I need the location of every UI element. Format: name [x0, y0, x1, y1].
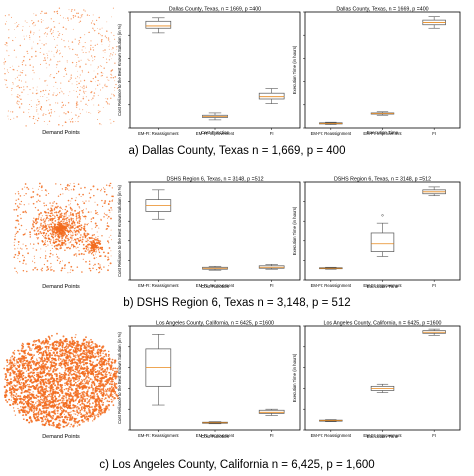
map-label: Demand Points — [42, 130, 80, 136]
row-1: Demand Points DSHS Region 6, Texas, n = 3… — [13, 177, 461, 290]
x-tick-label: EM-FI: Improvement — [196, 283, 235, 288]
x-tick-label: EM-FI: Improvement — [363, 433, 402, 438]
y-axis-label: Cost Reliance to the Best Known Solution… — [117, 331, 122, 424]
x-tick-label: EM-FI: Reassignment — [311, 433, 352, 438]
y-axis-label: Cost Reliance to the Best Known Solution… — [117, 23, 122, 116]
panel-title: DSHS Region 6, Texas, n = 3148, p =512 — [334, 177, 431, 183]
caption-c: c) Los Angeles County, California n = 6,… — [99, 459, 375, 471]
y-axis-label: Execution Time (in hours) — [292, 206, 297, 255]
box-2 — [422, 328, 446, 336]
boxplot-panel-1: DSHS Region 6, Texas, n = 3148, p =512 Ex… — [292, 177, 461, 289]
panel-title: Dallas County, Texas, n = 1669, p =400 — [169, 7, 261, 13]
box-0 — [319, 121, 343, 125]
row-2: Demand Points Los Angeles County, Califor… — [3, 321, 461, 440]
x-tick-label: EM-FI: Reassignment — [138, 283, 179, 288]
box-0 — [145, 189, 172, 220]
box-1 — [370, 214, 395, 257]
box-0 — [145, 334, 172, 406]
x-tick-label: FI — [270, 131, 274, 136]
box-0 — [319, 419, 343, 422]
x-tick-label: EM-FI: Improvement — [363, 283, 402, 288]
box-iqr — [370, 232, 395, 252]
box-iqr — [258, 409, 285, 414]
x-axis-label: Execution Time — [367, 130, 399, 135]
box-0 — [319, 266, 343, 270]
boxplot-panel-1: Los Angeles County, California, n = 6425… — [292, 321, 461, 439]
map-label: Demand Points — [42, 434, 80, 440]
x-tick-label: FI — [432, 283, 436, 288]
box-0 — [145, 17, 172, 34]
row-0: Demand Points Dallas County, Texas, n = 1… — [3, 7, 461, 136]
plot-frame — [304, 11, 461, 129]
demand-points-map — [3, 7, 119, 127]
boxplot-panel-0: DSHS Region 6, Texas, n = 3148, p =512 Co… — [117, 177, 301, 289]
boxplot-panel-0: Dallas County, Texas, n = 1669, p =400 Co… — [117, 7, 301, 136]
y-axis-label: Execution Time (in hours) — [292, 353, 297, 402]
panel-title: DSHS Region 6, Texas, n = 3148, p =512 — [166, 177, 263, 183]
x-tick-label: EM-FI: Reassignment — [138, 131, 179, 136]
panel-title: Los Angeles County, California, n = 6425… — [156, 321, 274, 327]
x-axis-label: Cost Function — [201, 130, 230, 135]
x-tick-label: FI — [270, 283, 274, 288]
x-tick-label: EM-FI: Improvement — [196, 131, 235, 136]
map-label: Demand Points — [42, 284, 80, 290]
y-axis-label: Execution Time (in hours) — [292, 45, 297, 94]
x-tick-label: EM-FI: Improvement — [196, 433, 235, 438]
x-axis-label: Cost Function — [201, 434, 230, 439]
x-tick-label: FI — [432, 131, 436, 136]
caption-a: a) Dallas County, Texas n = 1,669, p = 4… — [128, 145, 346, 157]
caption-b: b) DSHS Region 6, Texas n = 3,148, p = 5… — [123, 297, 351, 309]
box-1 — [370, 111, 395, 116]
box-1 — [202, 112, 228, 121]
box-iqr — [258, 92, 285, 100]
panel-title: Dallas County, Texas, n = 1669, p =400 — [336, 7, 428, 13]
outlier-point — [381, 214, 384, 217]
x-tick-label: EM-FI: Reassignment — [311, 131, 352, 136]
plot-frame — [129, 181, 301, 281]
box-2 — [258, 88, 285, 104]
x-tick-label: EM-FI: Improvement — [363, 131, 402, 136]
plot-frame — [304, 325, 461, 431]
y-axis-label: Cost Reliance to the Best Known Solution… — [117, 184, 122, 277]
box-2 — [422, 16, 446, 29]
boxplot-panel-1: Dallas County, Texas, n = 1669, p =400 Ex… — [292, 7, 461, 136]
box-2 — [258, 408, 285, 416]
x-tick-label: FI — [432, 433, 436, 438]
demand-points-map — [13, 182, 114, 274]
box-2 — [258, 264, 285, 270]
box-1 — [202, 421, 228, 425]
box-1 — [202, 265, 228, 271]
x-axis-label: Execution Time — [367, 284, 399, 289]
panel-title: Los Angeles County, California, n = 6425… — [324, 321, 442, 327]
x-tick-label: EM-FI: Reassignment — [138, 433, 179, 438]
box-iqr — [145, 20, 172, 29]
box-1 — [370, 383, 395, 393]
x-tick-label: EM-FI: Reassignment — [311, 283, 352, 288]
plot-frame — [129, 11, 301, 129]
box-2 — [422, 186, 446, 197]
x-tick-label: FI — [270, 433, 274, 438]
x-axis-label: Execution Time — [367, 434, 399, 439]
boxplot-panel-0: Los Angeles County, California, n = 6425… — [117, 321, 301, 439]
demand-points-map — [3, 332, 119, 430]
x-axis-label: Cost Function — [201, 284, 230, 289]
